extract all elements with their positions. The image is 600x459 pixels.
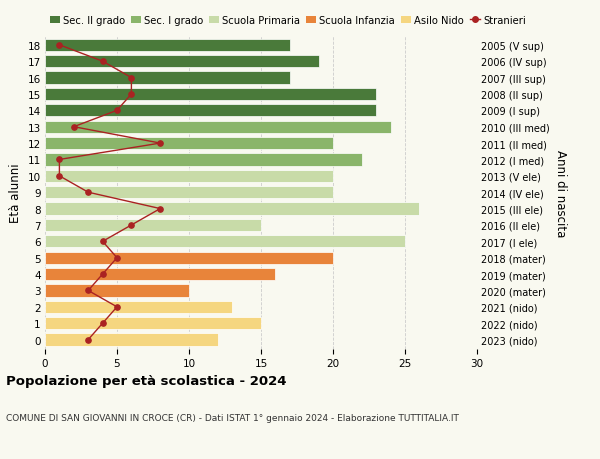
Bar bbox=[45, 138, 333, 150]
Bar bbox=[45, 317, 261, 330]
Bar bbox=[45, 187, 333, 199]
Bar bbox=[45, 203, 419, 215]
Bar bbox=[45, 334, 218, 346]
Text: Popolazione per età scolastica - 2024: Popolazione per età scolastica - 2024 bbox=[6, 374, 287, 387]
Bar bbox=[45, 154, 362, 166]
Legend: Sec. II grado, Sec. I grado, Scuola Primaria, Scuola Infanzia, Asilo Nido, Stran: Sec. II grado, Sec. I grado, Scuola Prim… bbox=[50, 16, 526, 26]
Bar bbox=[45, 252, 333, 264]
Bar bbox=[45, 39, 290, 52]
Bar bbox=[45, 285, 189, 297]
Bar bbox=[45, 56, 319, 68]
Y-axis label: Età alunni: Età alunni bbox=[9, 163, 22, 223]
Bar bbox=[45, 301, 232, 313]
Bar bbox=[45, 105, 376, 117]
Bar bbox=[45, 89, 376, 101]
Bar bbox=[45, 269, 275, 280]
Bar bbox=[45, 170, 333, 183]
Y-axis label: Anni di nascita: Anni di nascita bbox=[554, 149, 566, 236]
Bar bbox=[45, 72, 290, 84]
Bar bbox=[45, 121, 391, 134]
Bar bbox=[45, 235, 405, 248]
Text: COMUNE DI SAN GIOVANNI IN CROCE (CR) - Dati ISTAT 1° gennaio 2024 - Elaborazione: COMUNE DI SAN GIOVANNI IN CROCE (CR) - D… bbox=[6, 413, 459, 422]
Bar bbox=[45, 219, 261, 232]
